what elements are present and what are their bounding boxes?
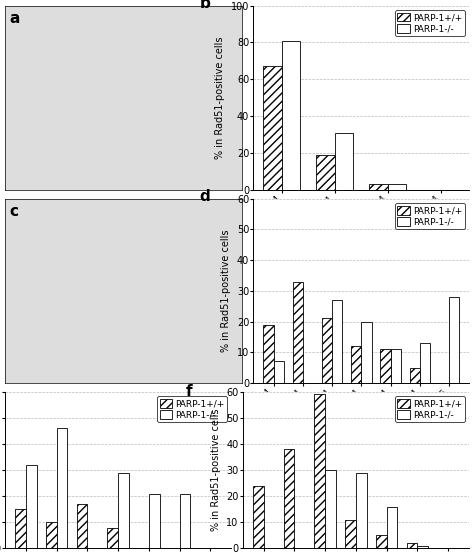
Legend: PARP-1+/+, PARP-1-/-: PARP-1+/+, PARP-1-/- [395, 10, 465, 36]
Bar [149, 494, 160, 548]
Text: b: b [200, 0, 210, 11]
Bar [449, 297, 459, 383]
Text: f: f [186, 384, 192, 399]
X-axis label: Number of Rad51 foci: Number of Rad51 foci [304, 224, 418, 234]
Bar [180, 494, 190, 548]
Bar [420, 343, 430, 383]
Bar [391, 349, 401, 383]
Bar [314, 394, 325, 548]
Bar [263, 325, 273, 383]
Bar [322, 319, 332, 383]
Bar [345, 520, 356, 548]
Bar [351, 346, 361, 383]
Bar [410, 368, 420, 383]
Text: d: d [200, 189, 210, 204]
Bar [284, 449, 294, 548]
Bar [369, 184, 388, 190]
Bar [316, 155, 335, 190]
Bar [388, 184, 406, 190]
Text: a: a [9, 11, 20, 26]
Bar [282, 40, 301, 190]
Bar [376, 535, 387, 548]
Bar [118, 473, 129, 548]
Bar [26, 465, 36, 548]
Bar [356, 473, 367, 548]
Bar [76, 504, 87, 548]
Y-axis label: % in Rad51-positive cells: % in Rad51-positive cells [215, 37, 225, 159]
Bar [15, 509, 26, 548]
Bar [335, 133, 354, 190]
Bar [263, 66, 282, 190]
Bar [56, 428, 67, 548]
Legend: PARP-1+/+, PARP-1-/-: PARP-1+/+, PARP-1-/- [395, 203, 465, 229]
Bar [325, 470, 336, 548]
Bar [253, 486, 264, 548]
Y-axis label: % in Rad51-positive cells: % in Rad51-positive cells [221, 229, 231, 352]
Legend: PARP-1+/+, PARP-1-/-: PARP-1+/+, PARP-1-/- [395, 396, 465, 422]
Y-axis label: % in Rad51-positive cells: % in Rad51-positive cells [210, 409, 220, 531]
Legend: PARP-1+/+, PARP-1-/-: PARP-1+/+, PARP-1-/- [157, 396, 227, 422]
Bar [381, 349, 391, 383]
Bar [361, 321, 372, 383]
Bar [387, 507, 398, 548]
Bar [418, 546, 428, 548]
Bar [292, 281, 303, 383]
Bar [273, 362, 284, 383]
Bar [46, 522, 56, 548]
Bar [332, 300, 342, 383]
X-axis label: Number of Rad51 foci: Number of Rad51 foci [304, 418, 418, 428]
Bar [407, 543, 418, 548]
Text: c: c [9, 204, 18, 219]
Bar [107, 527, 118, 548]
